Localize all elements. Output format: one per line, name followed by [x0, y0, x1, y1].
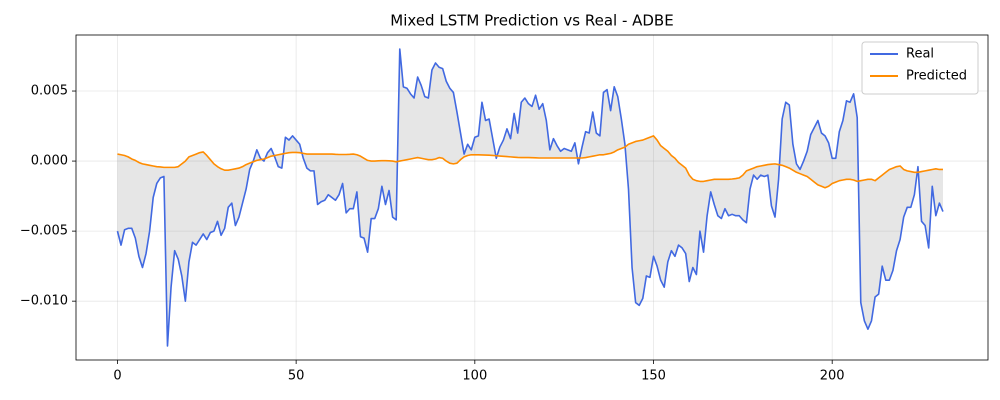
x-tick-label: 150 — [641, 369, 666, 384]
legend-label: Predicted — [906, 69, 967, 84]
y-tick-label: 0.000 — [31, 154, 68, 169]
series-line — [116, 48, 944, 347]
x-tick-label: 100 — [462, 369, 487, 384]
x-tick-label: 0 — [113, 369, 121, 384]
series-line — [117, 135, 943, 189]
x-tick-label: 50 — [288, 369, 305, 384]
legend-label: Real — [906, 47, 934, 62]
y-tick-label: −0.005 — [20, 224, 68, 239]
y-tick-label: 0.005 — [31, 84, 68, 99]
plot-frame — [75, 34, 989, 361]
x-tick-label: 200 — [820, 369, 845, 384]
legend: Real Predicted — [861, 41, 979, 95]
fill-between — [117, 49, 943, 346]
chart-title: Mixed LSTM Prediction vs Real - ADBE — [390, 12, 673, 30]
y-tick-label: −0.010 — [20, 294, 68, 309]
